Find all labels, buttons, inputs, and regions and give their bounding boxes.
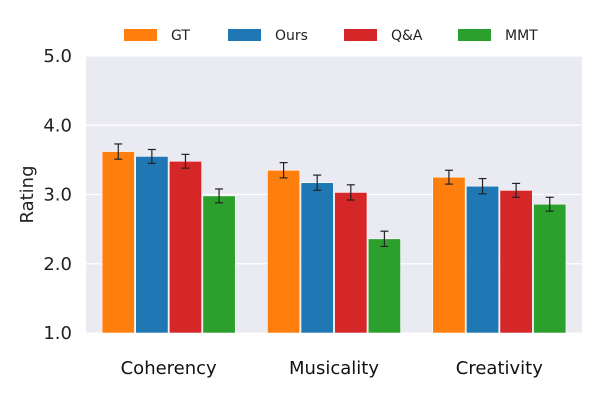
y-tick-label: 4.0	[43, 115, 72, 136]
legend-swatch	[228, 29, 261, 41]
gridlines	[86, 55, 582, 334]
y-tick-label: 2.0	[43, 254, 72, 275]
error-bar	[147, 148, 156, 164]
y-tick-label: 5.0	[43, 46, 72, 67]
y-axis-title: Rating	[17, 165, 38, 223]
bar-mmt-coherency	[202, 195, 236, 334]
bar-ours-creativity	[466, 185, 500, 334]
legend-item-qa: Q&A	[344, 28, 423, 44]
legend-item-mmt: MMT	[458, 28, 538, 44]
error-bar	[478, 177, 487, 195]
bar-gt-creativity	[432, 176, 466, 334]
x-category-label: Musicality	[289, 358, 379, 379]
legend: GT Ours Q&A MMT	[124, 28, 538, 44]
legend-label: MMT	[505, 28, 538, 44]
y-tick-label: 3.0	[43, 185, 72, 206]
error-bars	[114, 143, 554, 248]
bar-qa-musicality	[334, 192, 368, 334]
legend-item-ours: Ours	[228, 28, 308, 44]
bar-mmt-creativity	[533, 203, 567, 334]
bars	[101, 151, 567, 334]
y-tick-label: 1.0	[43, 323, 72, 344]
error-bar	[215, 188, 224, 204]
bar-qa-coherency	[168, 160, 202, 334]
error-bar	[181, 153, 190, 169]
error-bar	[444, 169, 453, 185]
error-bar	[346, 184, 355, 201]
bar-ours-coherency	[135, 156, 169, 334]
bar-gt-musicality	[267, 169, 301, 334]
error-bar	[380, 230, 389, 248]
error-bar	[114, 143, 123, 160]
bar-mmt-musicality	[367, 238, 401, 334]
legend-swatch	[124, 29, 157, 41]
error-bar	[512, 182, 521, 198]
bar-gt-coherency	[101, 151, 135, 334]
bar-qa-creativity	[499, 190, 533, 334]
error-bar	[279, 162, 288, 179]
error-bar	[313, 174, 322, 191]
legend-label: GT	[171, 28, 190, 44]
y-axis-ticks: 1.0 2.0 3.0 4.0 5.0	[43, 46, 72, 344]
legend-swatch	[344, 29, 377, 41]
x-category-label: Coherency	[121, 358, 217, 379]
legend-swatch	[458, 29, 491, 41]
legend-label: Q&A	[391, 28, 423, 44]
legend-label: Ours	[275, 28, 308, 44]
bar-ours-musicality	[300, 182, 334, 334]
error-bar	[545, 196, 554, 212]
x-axis-labels: Coherency Musicality Creativity	[121, 358, 544, 379]
x-category-label: Creativity	[456, 358, 543, 379]
legend-item-gt: GT	[124, 28, 190, 44]
